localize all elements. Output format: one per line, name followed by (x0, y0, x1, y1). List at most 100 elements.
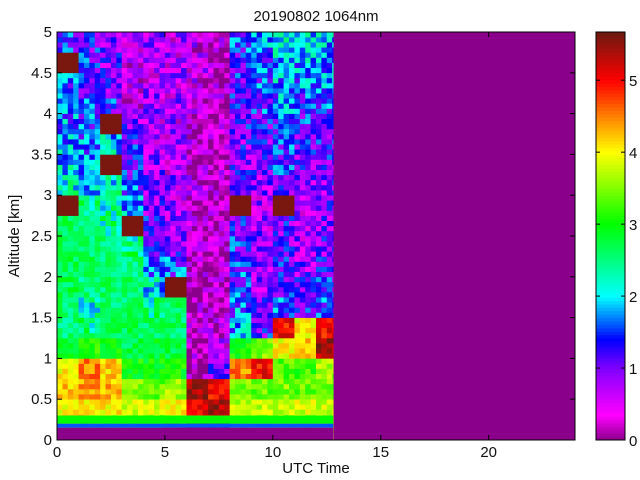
heatmap-cell (289, 312, 295, 318)
heatmap-cell (137, 108, 144, 114)
heatmap-cell (332, 154, 334, 160)
heatmap-cell (94, 179, 101, 186)
heatmap-cell (181, 317, 187, 323)
heatmap-cell (110, 307, 117, 313)
heatmap-cell (202, 52, 209, 58)
heatmap-cell (278, 373, 284, 380)
heatmap-cell (164, 220, 171, 227)
heatmap-cell (299, 108, 306, 114)
heatmap-cell (305, 261, 311, 267)
heatmap-cell (159, 332, 166, 339)
heatmap-cell (105, 297, 112, 303)
heatmap-cell (245, 378, 252, 385)
heatmap-cell (83, 394, 90, 400)
heatmap-cell (170, 312, 177, 318)
heatmap-cell (197, 72, 203, 79)
heatmap-cell (289, 404, 295, 410)
heatmap-cell (294, 404, 301, 410)
heatmap-cell (78, 57, 85, 63)
heatmap-cell (224, 389, 230, 395)
heatmap-cell (110, 128, 117, 135)
heatmap-cell (213, 113, 220, 119)
heatmap-cell (57, 363, 63, 369)
heatmap-cell (208, 236, 214, 242)
heatmap-cell (132, 358, 139, 364)
heatmap-cell (143, 338, 150, 344)
heatmap-cell (132, 118, 139, 125)
heatmap-cell (164, 368, 171, 374)
heatmap-cell (62, 368, 69, 374)
heatmap-cell (267, 205, 274, 211)
heatmap-cell (100, 47, 106, 53)
heatmap-cell (143, 399, 150, 405)
heatmap-cell (89, 261, 96, 267)
heatmap-cell (305, 251, 311, 257)
heatmap-cell (148, 363, 155, 369)
heatmap-cell (127, 93, 133, 99)
heatmap-cell (326, 128, 333, 135)
heatmap-cell (186, 378, 193, 385)
heatmap-cell (283, 368, 290, 374)
heatmap-cell (283, 185, 290, 191)
heatmap-cell (321, 154, 328, 160)
heatmap-cell (197, 149, 203, 155)
heatmap-cell (310, 241, 317, 247)
heatmap-cell (164, 358, 171, 364)
heatmap-cell (105, 159, 112, 165)
heatmap-cell (251, 108, 257, 114)
heatmap-cell (110, 149, 117, 155)
heatmap-cell (83, 159, 90, 165)
heatmap-cell (283, 179, 290, 186)
heatmap-cell (289, 373, 295, 380)
heatmap-cell (294, 225, 301, 232)
heatmap-cell (218, 77, 225, 84)
heatmap-cell (332, 276, 334, 283)
heatmap-cell (240, 281, 247, 288)
colorbar-segment (596, 202, 625, 206)
heatmap-cell (256, 287, 263, 293)
heatmap-cell (116, 72, 123, 79)
heatmap-cell (78, 332, 85, 339)
heatmap-cell (256, 215, 263, 221)
heatmap-cell (289, 236, 295, 242)
heatmap-cell (159, 159, 166, 165)
heatmap-cell (181, 164, 187, 170)
heatmap-cell (299, 236, 306, 242)
heatmap-cell (267, 378, 274, 385)
heatmap-cell (67, 399, 74, 405)
heatmap-cell (208, 134, 214, 140)
heatmap-cell (316, 363, 322, 369)
heatmap-cell (143, 241, 150, 247)
heatmap-cell (272, 215, 279, 221)
heatmap-cell (186, 108, 193, 114)
heatmap-cell (121, 373, 128, 380)
heatmap-cell (143, 32, 150, 38)
heatmap-cell (235, 93, 241, 99)
heatmap-cell (100, 215, 106, 221)
heatmap-cell (175, 266, 182, 272)
heatmap-cell (62, 72, 69, 79)
heatmap-cell (89, 149, 96, 155)
heatmap-cell (181, 394, 187, 400)
heatmap-cell (127, 236, 133, 242)
heatmap-cell (218, 251, 225, 257)
heatmap-cell (175, 373, 182, 380)
heatmap-cell (299, 327, 306, 334)
heatmap-cell (57, 128, 63, 135)
heatmap-cell (127, 241, 133, 247)
heatmap-cell (191, 292, 198, 298)
heatmap-cell (67, 373, 74, 380)
heatmap-cell (240, 241, 247, 247)
heatmap-cell (208, 72, 214, 79)
heatmap-cell (310, 72, 317, 79)
heatmap-cell (132, 368, 139, 374)
heatmap-cell (67, 302, 74, 308)
heatmap-cell (100, 317, 106, 323)
heatmap-cell (159, 62, 166, 68)
heatmap-cell (235, 134, 241, 140)
heatmap-cell (137, 139, 144, 145)
heatmap-cell (181, 389, 187, 395)
heatmap-cell (332, 220, 334, 227)
heatmap-cell (137, 52, 144, 58)
heatmap-cell (137, 353, 144, 359)
